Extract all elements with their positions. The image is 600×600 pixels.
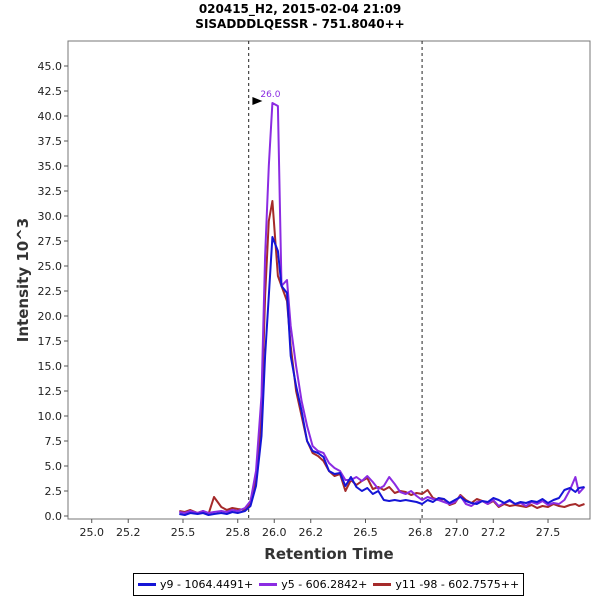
y-tick-label: 22.5: [38, 285, 63, 298]
y-tick-label: 7.5: [45, 435, 63, 448]
y-tick-label: 32.5: [38, 185, 63, 198]
y-tick-label: 42.5: [38, 85, 63, 98]
y-tick-label: 37.5: [38, 135, 63, 148]
x-tick-label: 25.2: [116, 526, 141, 539]
y-tick-label: 0.0: [45, 510, 63, 523]
legend-label-y11: y11 -98 - 602.7575++: [395, 578, 520, 591]
chart-subtitle: SISADDDLQESSR - 751.8040++: [195, 17, 405, 31]
legend-swatch-y9: [138, 583, 156, 586]
y-tick-label: 15.0: [38, 360, 63, 373]
y-tick-label: 12.5: [38, 385, 63, 398]
x-tick-label: 25.0: [79, 526, 104, 539]
legend-item-y11: y11 -98 - 602.7575++: [373, 578, 519, 591]
y-tick-label: 2.5: [45, 485, 63, 498]
legend-swatch-y5: [259, 583, 278, 586]
series-line-y9: [179, 236, 585, 516]
chart-title: 020415_H2, 2015-02-04 21:09: [198, 2, 402, 16]
y-tick-label: 27.5: [38, 235, 63, 248]
y-axis-title: Intensity 10^3: [14, 218, 32, 342]
y-tick-label: 40.0: [38, 110, 63, 123]
x-tick-label: 26.8: [408, 526, 433, 539]
y-tick-label: 20.0: [38, 310, 63, 323]
y-tick-label: 45.0: [38, 60, 63, 73]
legend-item-y5: y5 - 606.2842+: [259, 578, 367, 591]
x-tick-label: 25.8: [225, 526, 250, 539]
chart-title-block: 020415_H2, 2015-02-04 21:09 SISADDDLQESS…: [0, 2, 600, 32]
x-tick-label: 26.0: [262, 526, 287, 539]
x-tick-label: 27.2: [481, 526, 506, 539]
legend-label-y9: y9 - 1064.4491+: [160, 578, 254, 591]
x-tick-label: 25.5: [171, 526, 196, 539]
y-tick-label: 30.0: [38, 210, 63, 223]
peak-label: 26.0: [260, 90, 280, 100]
x-axis-title: Retention Time: [264, 545, 393, 563]
x-tick-label: 27.0: [445, 526, 470, 539]
plot-frame: [67, 40, 591, 520]
y-tick-label: 10.0: [38, 410, 63, 423]
y-tick-label: 25.0: [38, 260, 63, 273]
y-tick-label: 17.5: [38, 335, 63, 348]
legend-item-y9: y9 - 1064.4491+: [138, 578, 253, 591]
legend: y9 - 1064.4491+ y5 - 606.2842+ y11 -98 -…: [133, 573, 525, 596]
x-tick-label: 26.5: [353, 526, 378, 539]
x-tick-label: 27.5: [536, 526, 561, 539]
y-tick-label: 35.0: [38, 160, 63, 173]
y-tick-label: 5.0: [45, 460, 63, 473]
legend-swatch-y11: [373, 583, 392, 586]
peak-marker-arrow: [252, 97, 263, 105]
x-tick-label: 26.2: [298, 526, 323, 539]
legend-label-y5: y5 - 606.2842+: [281, 578, 368, 591]
